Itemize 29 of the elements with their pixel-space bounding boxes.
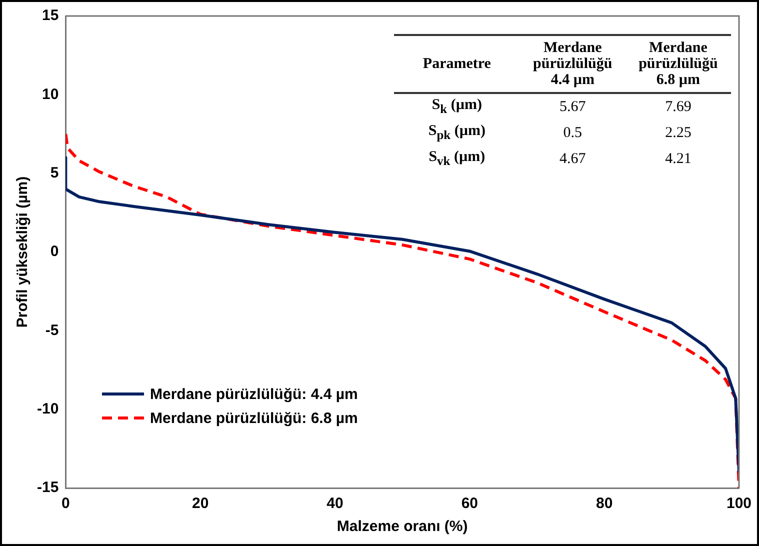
y-tick-label: 10 (42, 86, 59, 103)
annotation: 4.21 (664, 150, 692, 169)
annotation: S$_{pk}$ (µm) (427, 122, 486, 144)
y-tick-label: -10 (36, 400, 59, 418)
annotation: 2.25 (664, 124, 692, 143)
annotation: 5.67 (558, 98, 587, 117)
annotation: 0.5 (562, 124, 584, 143)
x-tick-label: 80 (596, 495, 613, 512)
annotation: Merdane pürüzlülüğü 6.8 µm (638, 39, 719, 90)
x-tick-label: 20 (192, 495, 209, 512)
y-tick-label: -5 (45, 322, 59, 339)
annotation: Merdane pürüzlülüğü 4.4 µm (532, 39, 614, 90)
y-tick-label: 5 (50, 164, 59, 182)
y-axis-title: Profil yüksekliği (µm) (14, 176, 32, 328)
legend-label: Merdane pürüzlülüğü: 6.8 µm (150, 410, 358, 426)
annotation: S$_{k}$ (µm) (430, 96, 484, 118)
y-tick-label: 0 (50, 243, 59, 260)
y-tick-label: -15 (36, 479, 59, 496)
annotation: S$_{vk}$ (µm) (428, 148, 486, 170)
legend-label: Merdane pürüzlülüğü: 4.4 µm (150, 386, 358, 402)
x-tick-label: 60 (461, 495, 478, 512)
x-tick-label: 0 (62, 495, 70, 512)
annotation: Parametre (422, 55, 492, 74)
x-axis-title: Malzeme oranı (%) (336, 518, 468, 536)
annotation: 7.69 (664, 98, 692, 117)
x-tick-label: 100 (726, 495, 752, 512)
annotation: 4.67 (558, 150, 587, 169)
y-tick-label: 15 (42, 7, 59, 24)
x-tick-label: 40 (326, 495, 344, 512)
